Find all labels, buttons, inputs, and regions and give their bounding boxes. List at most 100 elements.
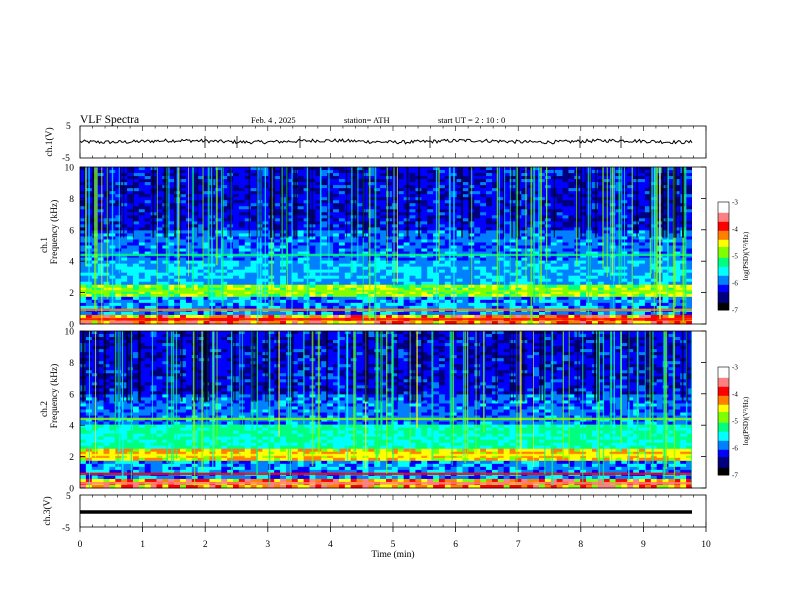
spectrogram-cell xyxy=(497,248,505,252)
spectrogram-cell xyxy=(321,245,328,249)
spectrogram-cell xyxy=(568,188,575,192)
spectrogram-cell xyxy=(574,254,581,258)
spectrogram-cell xyxy=(486,245,493,249)
spectrogram-cell xyxy=(533,191,540,195)
spectrogram-cell xyxy=(427,266,434,271)
spectrogram-cell xyxy=(503,209,510,213)
spectrogram-cell xyxy=(503,233,510,237)
spectrogram-cell xyxy=(197,236,204,240)
spectrogram-cell xyxy=(539,296,546,301)
spectrogram-cell xyxy=(144,209,152,213)
spectrogram-cell xyxy=(185,212,193,216)
spectrogram-cell xyxy=(338,260,346,265)
spectrogram-cell xyxy=(191,206,199,210)
spectrogram-cell xyxy=(280,296,287,301)
spectrogram-cell xyxy=(256,224,263,228)
spectrogram-cell xyxy=(556,251,563,255)
spectrogram-cell xyxy=(539,197,546,201)
spectrogram-cell xyxy=(409,254,416,258)
spectrogram-cell xyxy=(633,284,640,289)
spectrogram-cell xyxy=(103,233,110,237)
spectrogram-cell xyxy=(438,281,446,286)
spectrogram-cell xyxy=(321,242,328,246)
spectrogram-cell xyxy=(321,176,328,180)
spectrogram-cell xyxy=(444,230,452,234)
spectrogram-cell xyxy=(486,221,493,225)
spectrogram-cell xyxy=(280,260,287,265)
spectrogram-cell xyxy=(380,269,387,274)
spectrogram-cell xyxy=(191,290,199,295)
spectrogram-cell xyxy=(686,293,693,298)
spectrogram-cell xyxy=(427,251,434,255)
spectrogram-cell xyxy=(127,224,134,228)
spectrogram-cell xyxy=(374,260,381,265)
spectrogram-cell xyxy=(438,248,446,252)
spectrogram-cell xyxy=(591,245,599,249)
spectrogram-cell xyxy=(486,188,493,192)
spectrogram-cell xyxy=(662,245,669,249)
spectrogram-cell xyxy=(515,254,522,258)
spectrogram-cell xyxy=(215,269,222,274)
spectrogram-cell xyxy=(185,302,193,307)
spectrogram-cell xyxy=(386,236,393,240)
spectrogram-cell xyxy=(380,281,387,286)
spectrogram-cell xyxy=(327,197,334,201)
spectrogram-cell xyxy=(291,257,299,261)
spectrogram-cell xyxy=(344,167,352,171)
spectrogram-cell xyxy=(415,299,422,304)
spectrogram-cell xyxy=(409,284,416,289)
spectrogram-cell xyxy=(138,242,146,246)
spectrogram-cell xyxy=(250,284,257,289)
spectrogram-cell xyxy=(368,302,375,307)
spectrogram-cell xyxy=(138,269,146,274)
spectrogram-cell xyxy=(480,212,487,216)
spectrogram-cell xyxy=(574,275,581,280)
spectrogram-cell xyxy=(550,248,558,252)
spectrogram-cell xyxy=(421,203,428,207)
spectrogram-cell xyxy=(639,212,646,216)
spectrogram-cell xyxy=(627,284,634,289)
spectrogram-cell xyxy=(527,299,534,304)
spectrogram-cell xyxy=(297,251,305,255)
spectrogram-cell xyxy=(550,278,558,283)
spectrogram-cell xyxy=(491,257,499,261)
spectrogram-cell xyxy=(327,233,334,237)
spectrogram-cell xyxy=(627,227,634,231)
spectrogram-cell xyxy=(315,299,322,304)
spectrogram-cell xyxy=(539,188,546,192)
spectrogram-cell xyxy=(103,287,110,292)
spectrogram-cell xyxy=(456,200,463,204)
spectrogram-cell xyxy=(144,227,152,231)
spectrogram-cell xyxy=(297,296,305,301)
spectrogram-cell xyxy=(338,194,346,198)
spectrogram-cell xyxy=(491,209,499,213)
spectrogram-cell xyxy=(456,185,463,189)
spectrogram-cell xyxy=(174,266,181,271)
spectrogram-cell xyxy=(550,272,558,277)
spectrogram-cell xyxy=(503,227,510,231)
spectrogram-cell xyxy=(409,188,416,192)
spectrogram-cell xyxy=(544,173,552,177)
spectrogram-cell xyxy=(586,224,593,228)
spectrogram-cell xyxy=(244,206,252,210)
spectrogram-cell xyxy=(321,281,328,286)
spectrogram-cell xyxy=(180,269,187,274)
spectrogram-cell xyxy=(421,179,428,183)
spectrogram-cell xyxy=(103,302,110,307)
spectrogram-cell xyxy=(274,176,281,180)
spectrogram-cell xyxy=(203,191,210,195)
spectrogram-cell xyxy=(503,185,510,189)
spectrogram-cell xyxy=(639,221,646,225)
spectrogram-cell xyxy=(238,254,246,258)
spectrogram-cell xyxy=(633,290,640,295)
spectrogram-cell xyxy=(533,185,540,189)
spectrogram-cell xyxy=(280,245,287,249)
spectrogram-cell xyxy=(486,242,493,246)
spectrogram-cell xyxy=(191,245,199,249)
spectrogram-cell xyxy=(368,260,375,265)
spectrogram-cell xyxy=(427,239,434,243)
spectrogram-cell xyxy=(639,236,646,240)
spectrogram-cell xyxy=(409,167,416,171)
spectrogram-cell xyxy=(138,284,146,289)
spectrogram-cell xyxy=(321,200,328,204)
